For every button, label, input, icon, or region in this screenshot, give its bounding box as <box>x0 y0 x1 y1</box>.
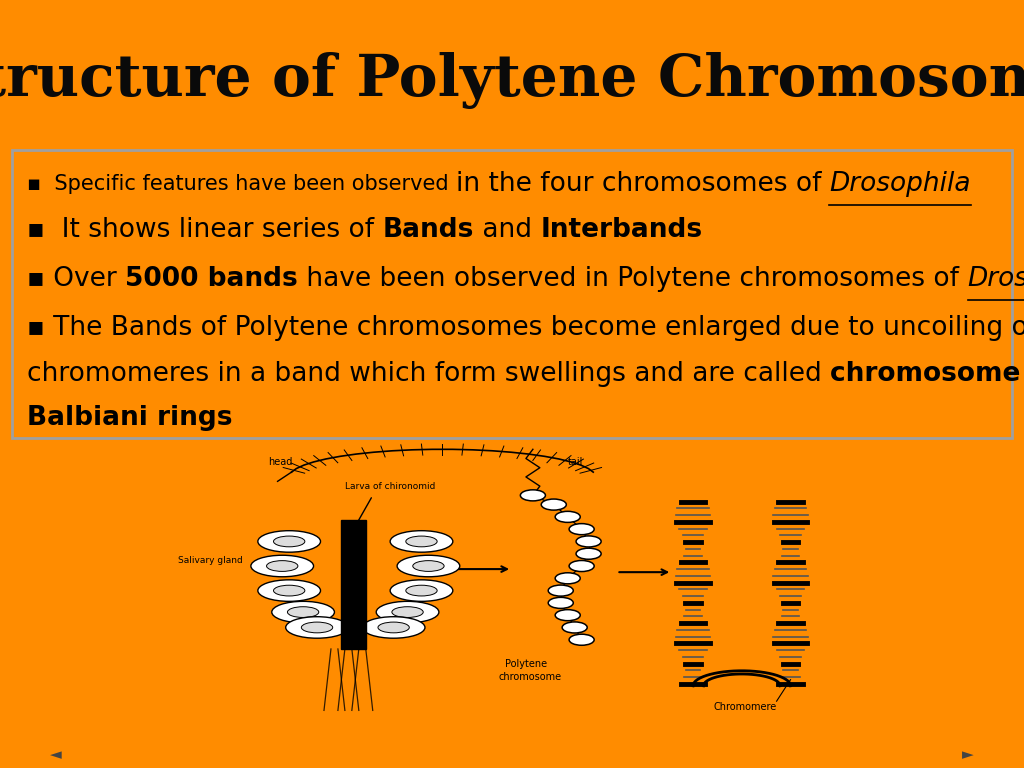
Circle shape <box>555 610 581 621</box>
Ellipse shape <box>273 536 305 547</box>
Text: have been observed in Polytene chromosomes of: have been observed in Polytene chromosom… <box>298 266 968 293</box>
Text: 5000 bands: 5000 bands <box>125 266 298 293</box>
Ellipse shape <box>271 601 335 623</box>
Circle shape <box>555 573 581 584</box>
Circle shape <box>562 622 587 633</box>
Ellipse shape <box>376 601 439 623</box>
Ellipse shape <box>258 531 321 552</box>
Circle shape <box>548 585 573 596</box>
Ellipse shape <box>301 622 333 633</box>
Text: Drosophila: Drosophila <box>968 266 1024 293</box>
Ellipse shape <box>258 580 321 601</box>
Text: ►: ► <box>962 747 974 762</box>
Text: ◄: ◄ <box>50 747 62 762</box>
Text: Chromomere: Chromomere <box>714 703 777 713</box>
Ellipse shape <box>406 536 437 547</box>
Text: ▪ Over: ▪ Over <box>28 266 125 293</box>
Circle shape <box>548 598 573 608</box>
Text: Drosophila: Drosophila <box>829 171 971 197</box>
Circle shape <box>569 524 594 535</box>
Text: ▪  It shows linear series of: ▪ It shows linear series of <box>28 217 383 243</box>
Text: Structure of Polytene Chromosome: Structure of Polytene Chromosome <box>0 52 1024 109</box>
Text: Larva of chironomid: Larva of chironomid <box>345 482 435 492</box>
Ellipse shape <box>378 622 410 633</box>
Ellipse shape <box>288 607 318 617</box>
Ellipse shape <box>406 585 437 596</box>
Circle shape <box>542 499 566 510</box>
Text: Interbands: Interbands <box>541 217 702 243</box>
Circle shape <box>569 634 594 645</box>
Ellipse shape <box>362 617 425 638</box>
Text: Balbiani rings: Balbiani rings <box>28 405 232 431</box>
Text: ▪  Specific features have been observed: ▪ Specific features have been observed <box>28 174 456 194</box>
Circle shape <box>577 548 601 559</box>
Text: and: and <box>474 217 541 243</box>
Ellipse shape <box>286 617 348 638</box>
Ellipse shape <box>266 561 298 571</box>
Ellipse shape <box>413 561 444 571</box>
Bar <box>341 520 366 649</box>
Ellipse shape <box>392 607 423 617</box>
Ellipse shape <box>390 531 453 552</box>
Text: in the four chromosomes of: in the four chromosomes of <box>456 171 829 197</box>
Circle shape <box>569 561 594 571</box>
Text: Polytene: Polytene <box>505 660 547 670</box>
Text: chromosome: chromosome <box>498 672 561 682</box>
Circle shape <box>577 536 601 547</box>
Text: ▪ The Bands of Polytene chromosomes become enlarged due to uncoiling of individu: ▪ The Bands of Polytene chromosomes beco… <box>28 316 1024 341</box>
Ellipse shape <box>390 580 453 601</box>
Circle shape <box>555 511 581 522</box>
Text: Bands: Bands <box>383 217 474 243</box>
Circle shape <box>520 490 546 501</box>
Ellipse shape <box>397 555 460 577</box>
Text: tail: tail <box>567 457 583 467</box>
Ellipse shape <box>251 555 313 577</box>
Text: chromosome puffs: chromosome puffs <box>830 362 1024 387</box>
Text: chromomeres in a band which form swellings and are called: chromomeres in a band which form swellin… <box>28 362 830 387</box>
Text: Salivary gland: Salivary gland <box>178 556 243 565</box>
Text: head: head <box>268 457 293 467</box>
Ellipse shape <box>273 585 305 596</box>
